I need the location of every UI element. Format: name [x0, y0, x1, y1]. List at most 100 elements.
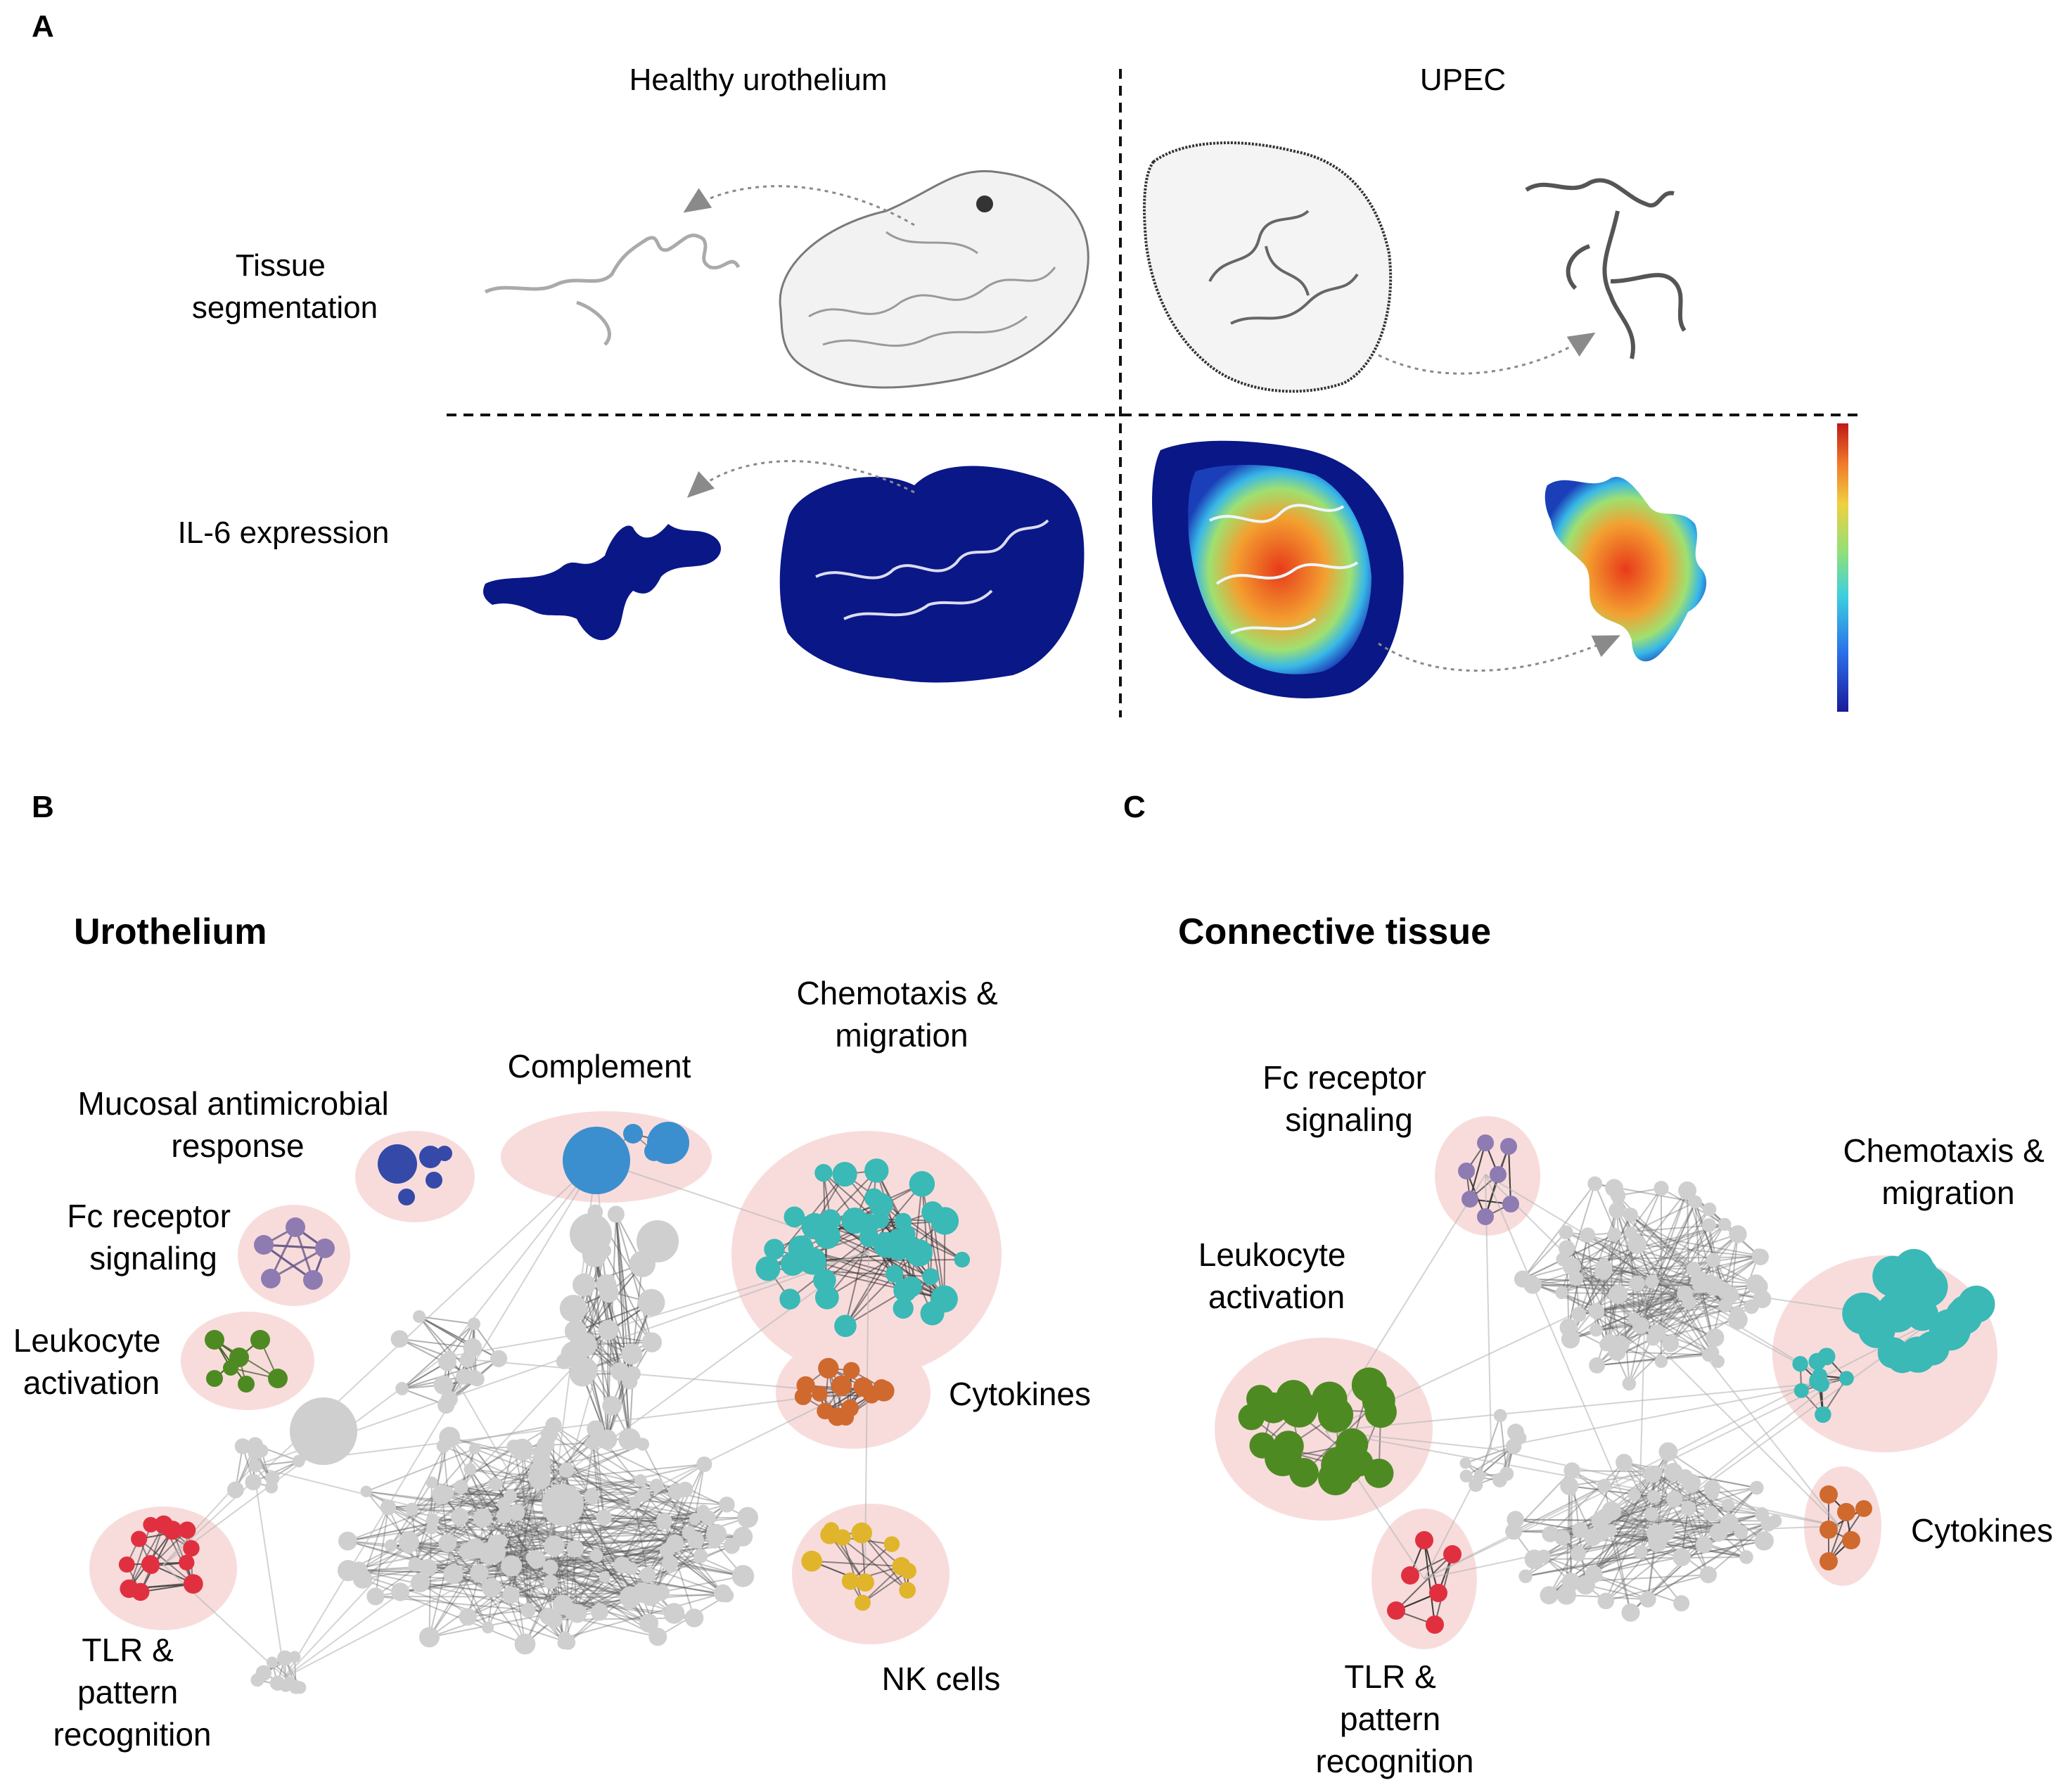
urothelium-network-node	[817, 1402, 834, 1420]
urothelium-network-edge	[447, 1478, 541, 1544]
connective-network-edge	[1638, 1381, 1833, 1534]
urothelium-network-edge	[474, 1448, 511, 1497]
urothelium-network-edge	[554, 1545, 743, 1577]
urothelium-network-edge	[667, 1549, 724, 1594]
urothelium-network-edge	[461, 1486, 717, 1535]
connective-network-node	[1680, 1500, 1696, 1516]
connective-network-node	[1429, 1584, 1447, 1602]
connective-network-edge	[1597, 1354, 1709, 1367]
urothelium-network-edge	[536, 1559, 670, 1564]
urothelium-network-edge	[362, 1578, 525, 1645]
urothelium-network-node	[426, 1513, 440, 1527]
panel-a: A Healthy urothelium UPEC Tissue segment…	[32, 9, 1864, 717]
connective-network-edge	[1651, 1513, 1719, 1533]
urothelium-network-edge	[842, 1537, 864, 1604]
urothelium-network-edge	[527, 1549, 668, 1611]
urothelium-network-node	[463, 1338, 482, 1357]
urothelium-network-edge	[263, 1243, 326, 1250]
urothelium-network-edge	[429, 1575, 743, 1638]
connective-network-edge	[1532, 1223, 1725, 1286]
panel-b-letter: B	[32, 790, 54, 824]
connective-network-edge	[1688, 1507, 1763, 1516]
connective-network-edge	[1604, 1267, 1694, 1270]
urothelium-network-edge	[402, 1357, 499, 1390]
urothelium-network-edge	[347, 1570, 569, 1644]
connective-network-node	[1608, 1284, 1628, 1305]
urothelium-network-node	[352, 1569, 373, 1589]
urothelium-network-edge	[562, 1510, 704, 1606]
urothelium-network-node	[502, 1586, 520, 1604]
connective-network-edge	[1628, 1224, 1710, 1384]
label-line: Leukocyte	[13, 1322, 161, 1359]
healthy-tissue-folds	[808, 231, 1056, 347]
urothelium-network-node	[544, 1535, 565, 1556]
connective-network-edge	[1687, 1190, 1690, 1303]
connective-network-node	[1597, 1478, 1611, 1493]
urothelium-network-edge	[566, 1469, 703, 1512]
urothelium-network-edge	[482, 1517, 537, 1561]
urothelium-network-node	[408, 1557, 423, 1572]
urothelium-network-node	[360, 1485, 372, 1497]
label-line: Chemotaxis &	[1843, 1132, 2044, 1169]
connective-network-node	[1855, 1500, 1872, 1517]
urothelium-network-edge	[469, 1468, 572, 1615]
urothelium-network-node	[618, 1428, 641, 1451]
urothelium-network-edge	[495, 1540, 696, 1544]
urothelium-network-edge	[591, 1495, 709, 1519]
urothelium-network-node	[511, 1438, 534, 1461]
urothelium-network-edge	[650, 1517, 710, 1596]
connective-network-node	[1312, 1381, 1348, 1417]
urothelium-network-edge	[850, 1543, 893, 1582]
urothelium-network-node	[398, 1532, 420, 1553]
urothelium-network-edge	[521, 1449, 529, 1611]
connective-network-node	[1755, 1507, 1770, 1522]
urothelium-network-node	[459, 1608, 477, 1626]
urothelium-network-node	[292, 1454, 305, 1468]
urothelium-network-edge	[474, 1442, 594, 1450]
urothelium-network-node	[569, 1361, 595, 1387]
urothelium-network-node	[206, 1370, 223, 1387]
urothelium-network-node	[565, 1608, 577, 1620]
connective-network-edge	[1618, 1293, 1715, 1338]
urothelium-network-edge	[647, 1464, 705, 1575]
connective-network-edge	[1485, 1174, 1833, 1383]
connective-network-edge	[1647, 1523, 1769, 1601]
urothelium-network-node	[118, 1556, 135, 1573]
connective-network-edge	[1515, 1518, 1729, 1524]
urothelium-network-edge	[876, 1170, 912, 1287]
connective-network-edge	[1395, 1554, 1453, 1611]
urothelium-network-node	[266, 1656, 279, 1668]
urothelium-network-edge	[504, 1503, 675, 1544]
connective-network-node	[1815, 1406, 1831, 1423]
connective-network-edge	[1630, 1487, 1758, 1613]
connective-network-edge	[1603, 1267, 1621, 1345]
connective-network-node	[1701, 1217, 1717, 1233]
urothelium-network-node	[303, 1270, 323, 1290]
urothelium-network-node	[254, 1235, 274, 1255]
connective-network-node	[1648, 1324, 1666, 1343]
urothelium-network-node	[437, 1146, 452, 1161]
label-line: Leukocyte	[1198, 1236, 1346, 1273]
urothelium-network-node	[764, 1239, 785, 1260]
connective-network-node	[1633, 1544, 1648, 1559]
urothelium-network-node	[120, 1579, 139, 1599]
urothelium-network-edge	[615, 1214, 631, 1440]
urothelium-network-edge	[449, 1436, 497, 1485]
connective-network-edge	[1604, 1267, 1726, 1307]
urothelium-network-node	[696, 1456, 712, 1473]
urothelium-network-edge	[388, 1506, 480, 1574]
urothelium-network-node	[143, 1558, 160, 1575]
urothelium-network-node	[856, 1573, 874, 1592]
connective-network-edge	[1465, 1445, 1514, 1464]
urothelium-network-edge	[513, 1446, 537, 1560]
connective-network-node	[1900, 1336, 1936, 1373]
halo-nk	[792, 1504, 949, 1644]
urothelium-network-node	[591, 1603, 608, 1621]
urothelium-network-node	[283, 1676, 296, 1689]
connective-network-edge	[1597, 1352, 1713, 1367]
label-line: migration	[835, 1017, 968, 1054]
connective-network-edge	[1490, 1381, 1833, 1449]
connective-network-node	[1459, 1469, 1473, 1483]
label-mucosal-antimicrobial: Mucosal antimicrobial response	[77, 1085, 397, 1164]
urothelium-network-edge	[418, 1316, 465, 1378]
